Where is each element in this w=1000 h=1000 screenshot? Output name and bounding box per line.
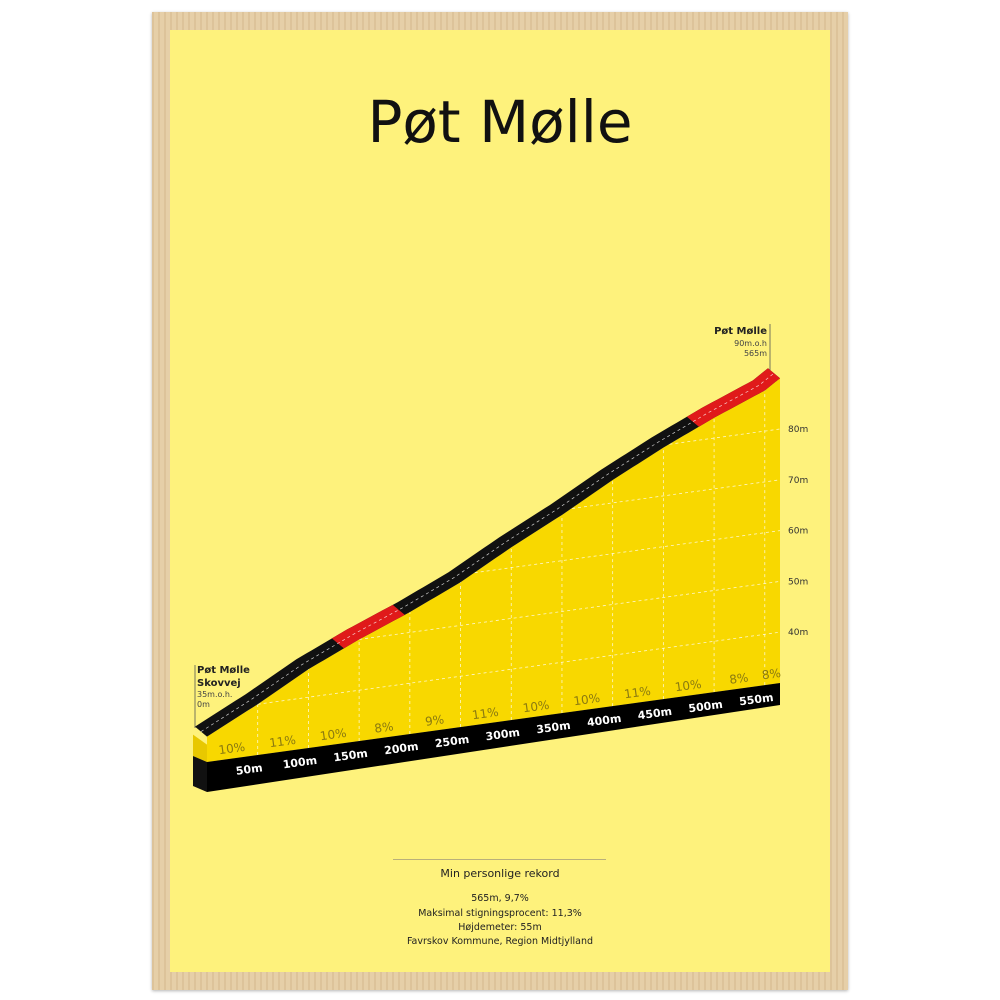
profile-side-face: [193, 734, 207, 762]
gradient-label: 10%: [319, 726, 347, 743]
distance-label: 500m: [688, 698, 724, 716]
elevation-tick-label: 70m: [788, 476, 808, 486]
steep-section: [331, 604, 405, 649]
finish-name: Pøt Mølle: [714, 326, 767, 337]
distance-label: 200m: [383, 740, 419, 758]
gradient-label: 9%: [424, 712, 445, 728]
distance-label: 50m: [235, 761, 263, 778]
distance-label: 400m: [586, 712, 622, 730]
elevation-tick-label: 60m: [788, 527, 808, 537]
gradient-label: 10%: [573, 691, 601, 708]
elevation-tick-label: 50m: [788, 577, 808, 587]
distance-label: 250m: [434, 733, 470, 751]
gradient-label: 10%: [522, 698, 550, 715]
start-name: Skovvej: [197, 678, 241, 689]
finish-elevation: 90m.o.h: [734, 339, 767, 348]
start-distance: 0m: [197, 700, 210, 709]
footer-line: 565m, 9,7%: [471, 893, 529, 904]
distance-label: 450m: [637, 705, 673, 723]
distance-label: 550m: [738, 691, 774, 709]
footer-line: Højdemeter: 55m: [458, 922, 542, 933]
gradient-label: 11%: [623, 684, 651, 701]
elevation-tick-label: 40m: [788, 628, 808, 638]
elevation-tick-label: 80m: [788, 425, 808, 435]
finish-distance: 565m: [744, 349, 767, 358]
distance-base-band: [207, 683, 780, 792]
footer-line: Maksimal stigningsprocent: 11,3%: [418, 908, 582, 919]
road-centerline: [200, 372, 775, 732]
gradient-label: 11%: [471, 705, 499, 722]
grid-horizontal: [669, 428, 781, 445]
start-elevation: 35m.o.h.: [197, 690, 232, 699]
gradient-label: 8%: [374, 719, 395, 735]
footer-heading: Min personlige rekord: [440, 867, 560, 880]
gradient-label: 10%: [218, 740, 246, 757]
grid-horizontal: [359, 581, 781, 640]
gradient-label: 11%: [268, 733, 296, 750]
start-name: Pøt Mølle: [197, 665, 250, 676]
gradient-label: 8%: [729, 670, 750, 686]
footer-divider: [393, 859, 606, 860]
distance-label: 150m: [333, 747, 369, 765]
distance-label: 100m: [282, 754, 318, 772]
distance-label: 350m: [536, 719, 572, 737]
gradient-label: 8%: [761, 666, 782, 682]
distance-label: 300m: [485, 726, 521, 744]
base-side-face: [193, 756, 207, 792]
grid-horizontal: [572, 479, 781, 509]
footer-line: Favrskov Kommune, Region Midtjylland: [406, 936, 594, 947]
gradient-label: 10%: [674, 677, 702, 694]
poster-title: Pøt Mølle: [367, 88, 633, 156]
steep-section: [686, 368, 780, 427]
grid-horizontal: [257, 631, 781, 705]
